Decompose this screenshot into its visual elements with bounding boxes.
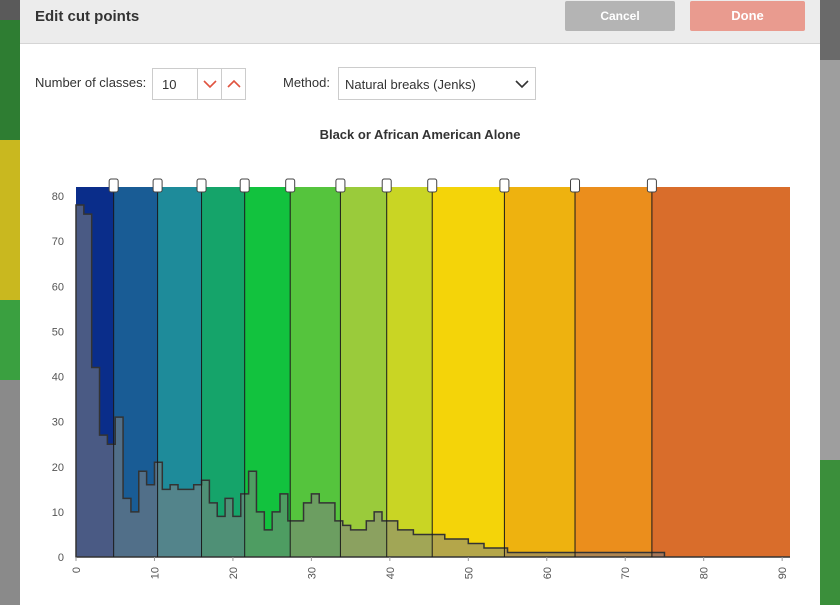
cancel-button[interactable]: Cancel bbox=[565, 1, 675, 31]
class-band bbox=[432, 187, 505, 557]
class-band bbox=[340, 187, 387, 557]
chevron-down-icon bbox=[515, 80, 529, 89]
x-tick-label: 90 bbox=[777, 567, 789, 579]
y-tick-label: 10 bbox=[52, 507, 64, 519]
y-tick-label: 20 bbox=[52, 462, 64, 474]
method-select[interactable]: Natural breaks (Jenks) bbox=[338, 67, 536, 100]
y-tick-label: 40 bbox=[52, 372, 64, 384]
method-label: Method: bbox=[283, 75, 330, 90]
histogram-area bbox=[75, 204, 790, 558]
x-tick-label: 60 bbox=[542, 567, 554, 579]
edit-cut-points-dialog: Edit cut points Cancel Done Number of cl… bbox=[20, 0, 820, 605]
y-tick-label: 80 bbox=[52, 191, 64, 203]
cut-point-handle[interactable] bbox=[570, 178, 581, 193]
dialog-title: Edit cut points bbox=[35, 8, 140, 25]
chevron-down-icon bbox=[203, 80, 217, 89]
y-tick-label: 0 bbox=[58, 552, 64, 564]
cut-point-handle[interactable] bbox=[381, 178, 392, 193]
y-tick-label: 30 bbox=[52, 417, 64, 429]
increment-button[interactable] bbox=[221, 69, 245, 99]
axes: 0 10 20 30 40 50 60 70 80 0 10 20 30 40 50 60 70 80 90 bbox=[52, 191, 789, 579]
x-tick-label: 30 bbox=[306, 567, 318, 579]
y-tick-label: 60 bbox=[52, 281, 64, 293]
class-band bbox=[651, 187, 790, 557]
cut-point-handle[interactable] bbox=[285, 178, 296, 193]
x-tick-label: 10 bbox=[149, 567, 161, 579]
number-of-classes-input[interactable] bbox=[153, 69, 197, 99]
x-tick-label: 40 bbox=[385, 567, 397, 579]
method-selected-value: Natural breaks (Jenks) bbox=[345, 77, 476, 92]
chevron-up-icon bbox=[227, 79, 241, 88]
decrement-button[interactable] bbox=[197, 69, 221, 99]
number-of-classes-stepper bbox=[152, 68, 246, 100]
chart-title: Black or African American Alone bbox=[320, 127, 521, 142]
cut-point-handle[interactable] bbox=[646, 178, 657, 193]
y-tick-label: 70 bbox=[52, 236, 64, 248]
cut-point-handle[interactable] bbox=[427, 178, 438, 193]
x-tick-label: 0 bbox=[71, 567, 83, 573]
y-tick-label: 50 bbox=[52, 326, 64, 338]
cut-point-handle[interactable] bbox=[499, 178, 510, 193]
histogram bbox=[75, 204, 790, 558]
class-band bbox=[504, 187, 576, 557]
cut-point-handle[interactable] bbox=[239, 178, 250, 193]
cut-point-handle[interactable] bbox=[152, 178, 163, 193]
class-band bbox=[386, 187, 433, 557]
histogram-chart: Black or African American Alone 0 10 20 30 4… bbox=[52, 127, 790, 579]
dialog-header: Edit cut points Cancel Done bbox=[20, 0, 820, 44]
class-band bbox=[575, 187, 652, 557]
cut-point-handle[interactable] bbox=[196, 178, 207, 193]
x-tick-label: 50 bbox=[463, 567, 475, 579]
x-tick-label: 80 bbox=[699, 567, 711, 579]
done-button[interactable]: Done bbox=[690, 1, 805, 31]
cut-point-handle[interactable] bbox=[335, 178, 346, 193]
cut-point-handle[interactable] bbox=[108, 178, 119, 193]
cut-lines bbox=[113, 187, 653, 557]
x-tick-label: 70 bbox=[620, 567, 632, 579]
x-tick-label: 20 bbox=[228, 567, 240, 579]
number-of-classes-label: Number of classes: bbox=[35, 75, 147, 90]
cut-handles bbox=[108, 178, 657, 193]
